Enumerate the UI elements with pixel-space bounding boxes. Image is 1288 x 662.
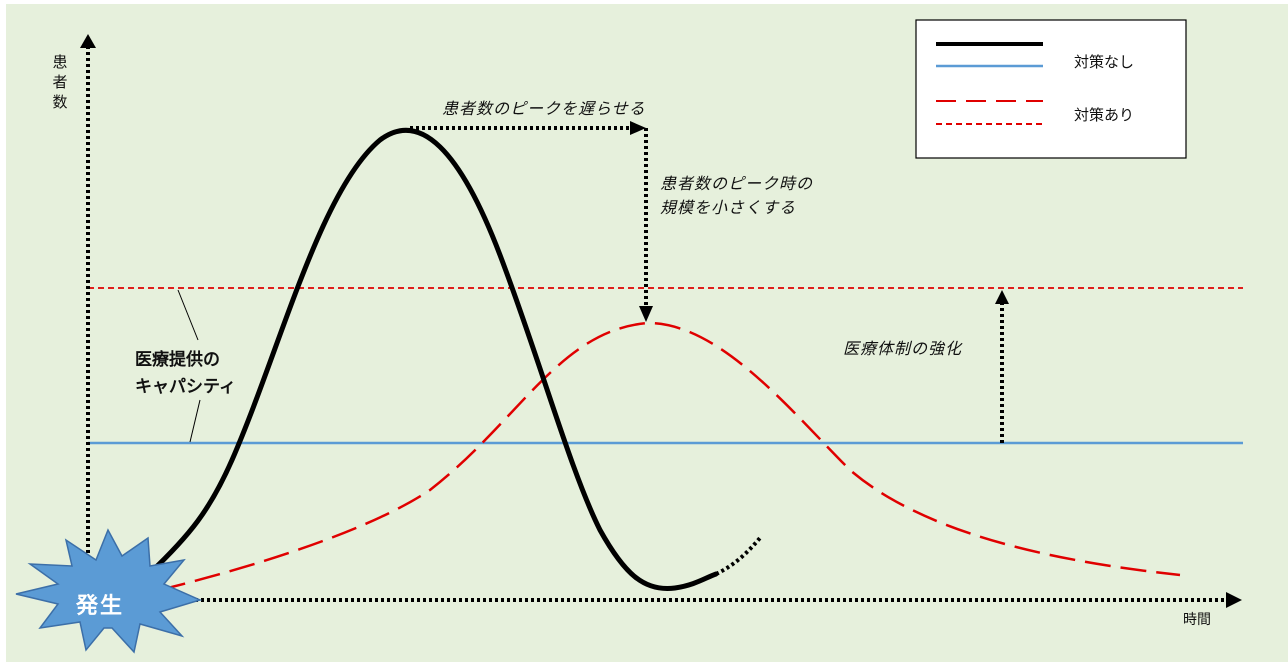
annotation-delay-peak: 患者数のピークを遅らせる — [442, 99, 646, 118]
y-axis-label: 患 者 数 — [52, 53, 68, 111]
leader-line-upper — [177, 289, 199, 341]
leader-line-lower — [189, 399, 201, 443]
arrow-strengthen-head — [995, 290, 1009, 304]
arrow-reduce-peak-head — [639, 306, 653, 322]
annotation-reduce-peak-line1: 患者数のピーク時の — [660, 174, 814, 193]
burst-label: 発生 — [76, 594, 125, 619]
burst-outbreak — [15, 528, 203, 654]
arrow-delay-peak-head — [630, 121, 646, 135]
annotation-strengthen: 医療体制の強化 — [843, 339, 963, 358]
legend-label-no-measures: 対策なし — [1074, 53, 1135, 71]
capacity-label-line1: 医療提供の — [135, 350, 220, 370]
x-axis-arrowhead — [1226, 592, 1242, 608]
annotation-reduce-peak-line2: 規模を小さくする — [660, 198, 797, 217]
y-axis-arrowhead — [80, 34, 96, 48]
curve-no-measures — [147, 127, 719, 592]
legend-label-with-measures: 対策あり — [1074, 106, 1135, 124]
legend-box — [915, 19, 1187, 159]
x-axis-label: 時間 — [1183, 612, 1211, 628]
capacity-label-line2: キャパシティ — [135, 377, 236, 397]
